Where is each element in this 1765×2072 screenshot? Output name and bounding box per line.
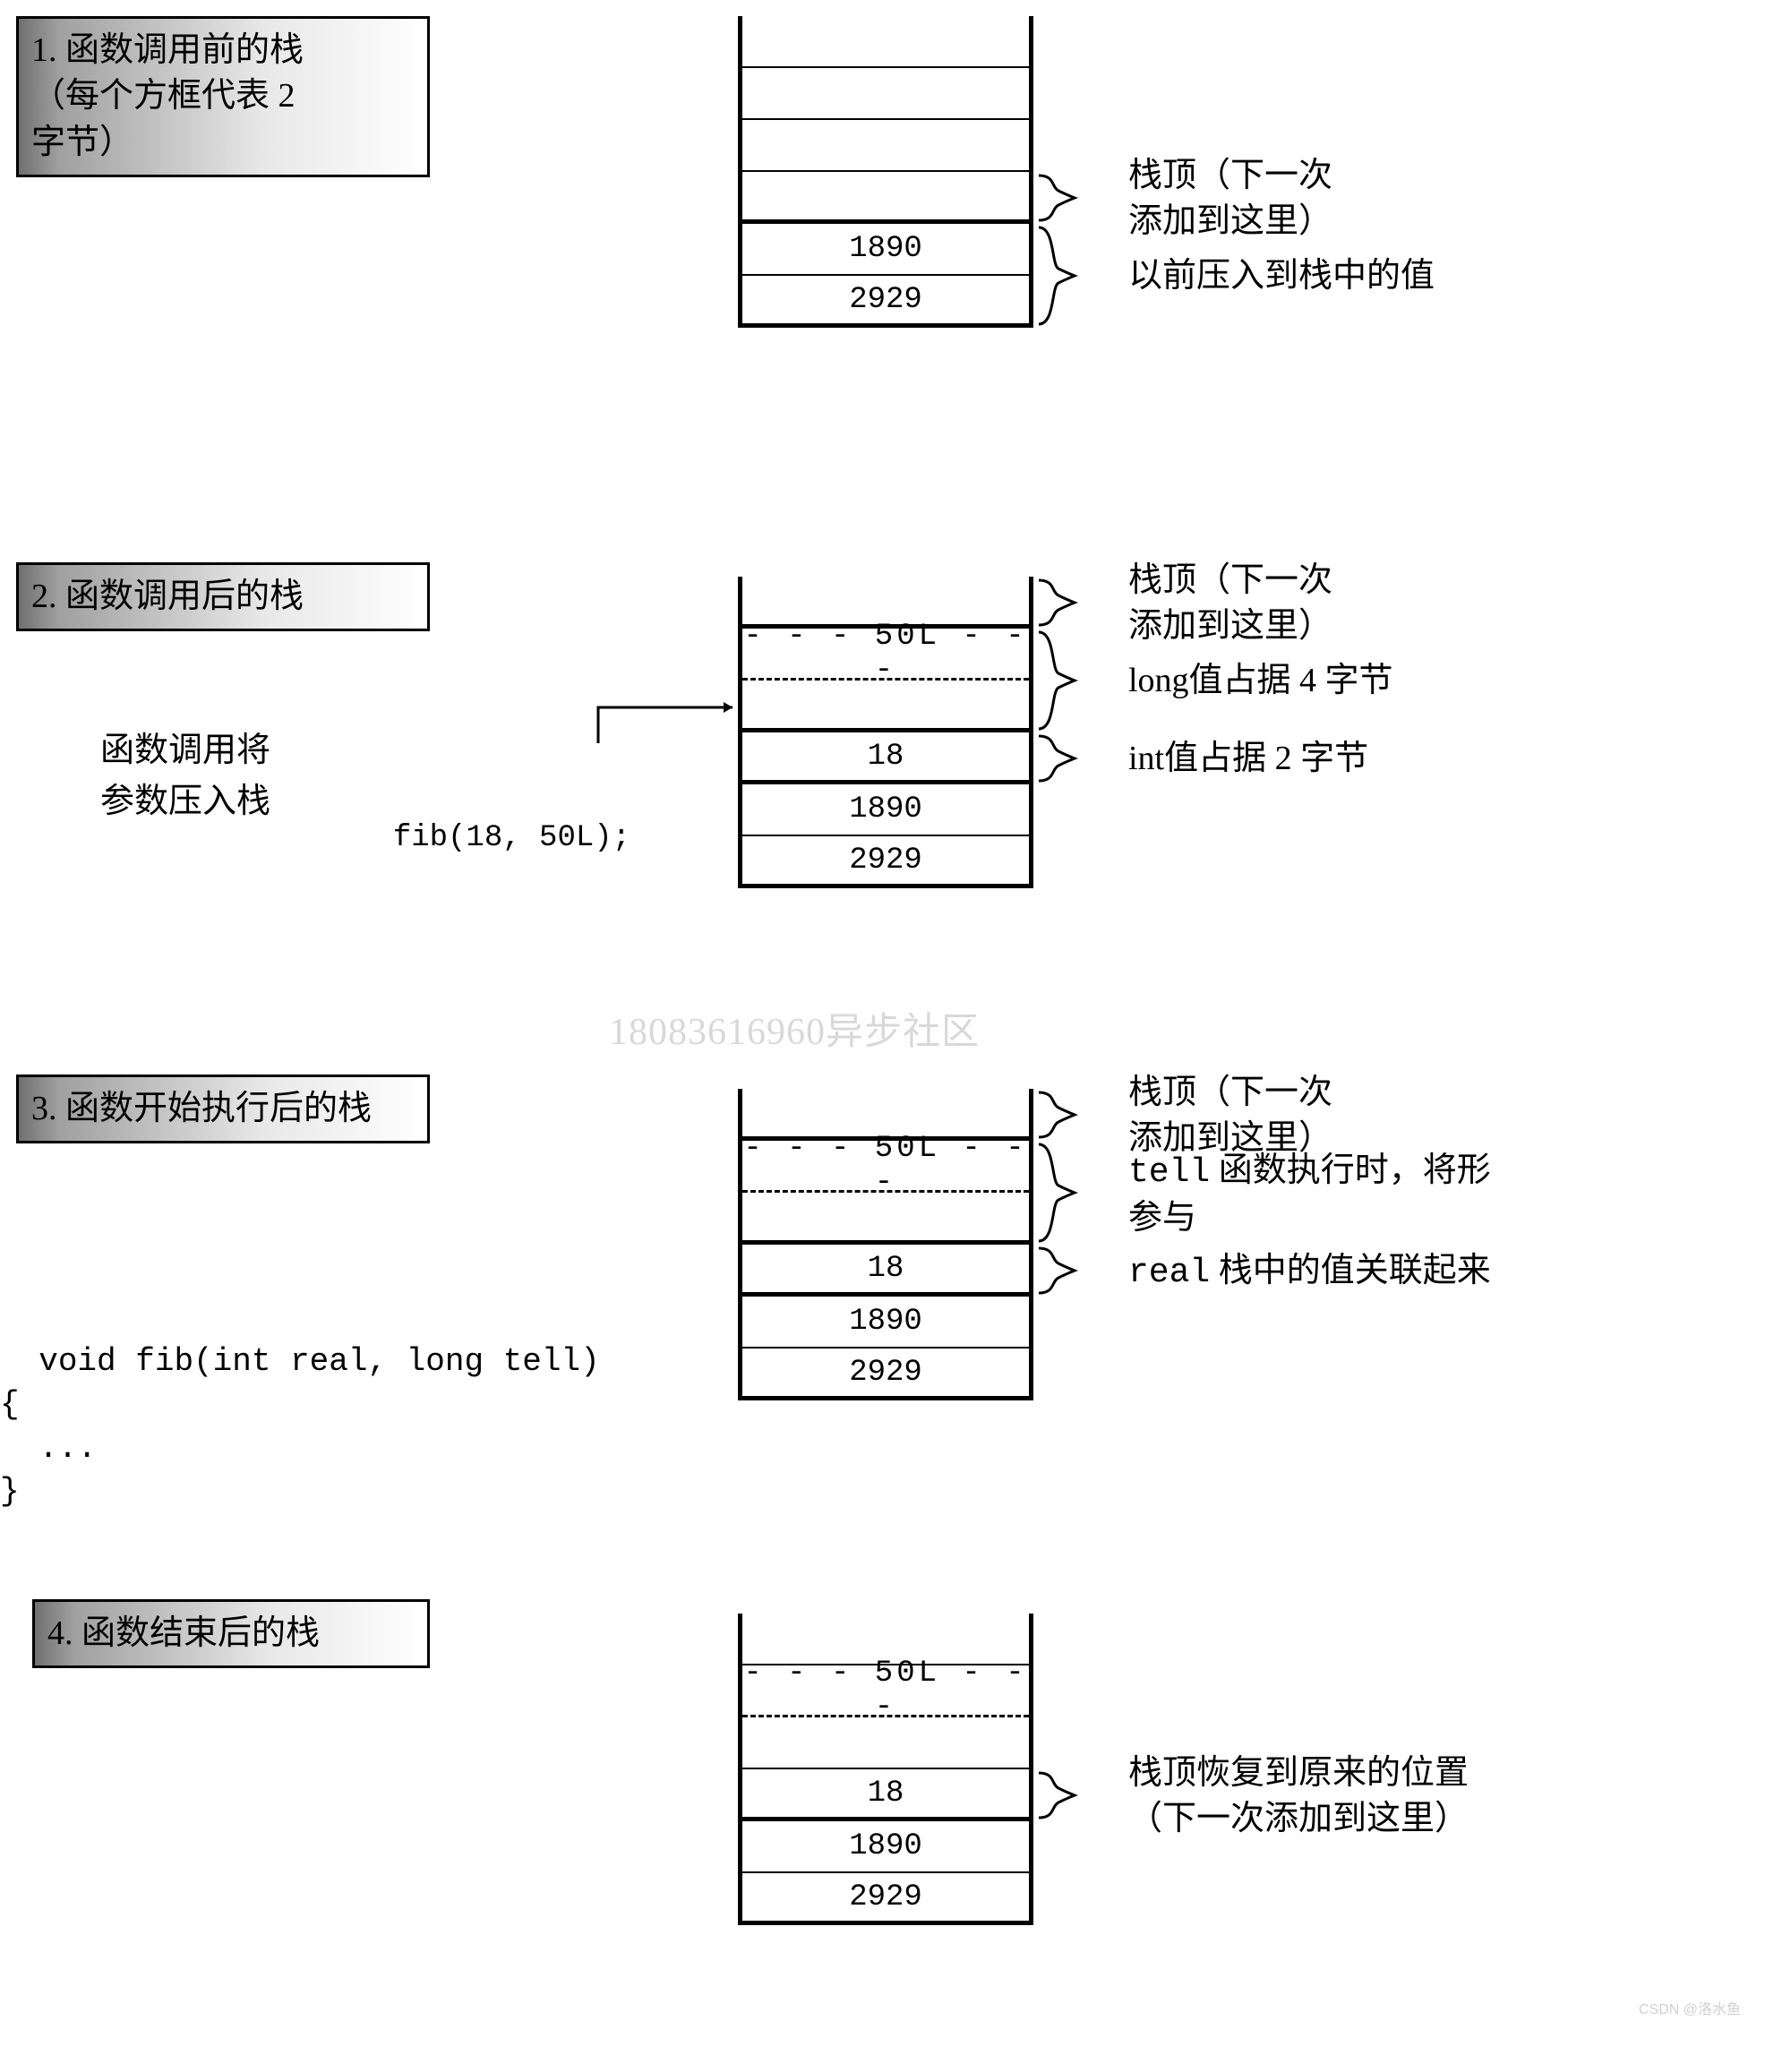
brace-icon [1039,629,1080,732]
brace-icon [1039,732,1080,784]
section-2-title: 2. 函数调用后的栈 [16,562,430,631]
stack-4: - - - 50L - - - 1818902929 [738,1614,1033,1925]
stack-3: - - - 50L - - - 1818902929 [738,1089,1033,1400]
title-text: 4. 函数结束后的栈 [47,1614,320,1652]
section-3-title: 3. 函数开始执行后的栈 [16,1075,430,1143]
title-text: 2. 函数调用后的栈 [31,578,304,615]
push-args-note: 函数调用将参数压入栈 [100,725,270,827]
watermark: 18083616960异步社区 [609,1001,980,1056]
brace-icon [1039,1141,1080,1245]
stack-cell [742,1193,1029,1245]
stack-cell: 1890 [742,1821,1029,1873]
brace-icon [1039,1089,1080,1141]
stack-cell: 1890 [742,784,1029,836]
brace-icon [1039,172,1080,224]
annotation-text: long值占据 4 字节 [1128,658,1393,704]
fib-call-code: fib(18, 50L); [356,777,630,860]
stack-cell: - - - 50L - - - [742,1665,1029,1717]
footer-watermark: CSDN @洛水鱼 [1639,1997,1741,2018]
stack-cell: 1890 [742,224,1029,276]
brace-icon [1039,1245,1080,1297]
stack-cell [742,120,1029,172]
annotation-text: 栈顶恢复到原来的位置（下一次添加到这里） [1128,1751,1469,1843]
fib-definition-code: void fib(int real, long tell){ ...} [0,1297,600,1514]
stack-cell: 18 [742,1245,1029,1297]
stack-1: 18902929 [738,16,1033,328]
stack-cell: - - - 50L - - - [742,1141,1029,1193]
stack-cell [742,16,1029,68]
title-text: 3. 函数开始执行后的栈 [31,1090,372,1127]
arrow-to-stack [591,698,743,752]
annotation-text: 栈顶（下一次添加到这里） [1128,153,1332,245]
stack-cell: 2929 [742,276,1029,328]
stack-cell: 18 [742,732,1029,784]
stack-cell: - - - 50L - - - [742,629,1029,681]
title-text: 1. 函数调用前的栈（每个方框代表 2字节） [31,31,304,161]
stack-cell: 2929 [742,1873,1029,1925]
stack-cell [742,68,1029,120]
stack-cell [742,681,1029,732]
annotation-text: tell 函数执行时，将形参与 [1128,1148,1491,1242]
annotation-text: real 栈中的值关联起来 [1128,1248,1491,1296]
stack-cell: 2929 [742,1349,1029,1400]
section-1-title: 1. 函数调用前的栈（每个方框代表 2字节） [16,16,430,177]
annotation-text: 以前压入到栈中的值 [1128,253,1435,299]
stack-cell: 1890 [742,1297,1029,1349]
stack-cell [742,1717,1029,1769]
annotation-text: 栈顶（下一次添加到这里） [1128,558,1332,650]
brace-icon [1039,1769,1080,1821]
stack-cell [742,172,1029,224]
stack-cell: 2929 [742,836,1029,888]
stack-cell: 18 [742,1769,1029,1821]
section-4-title: 4. 函数结束后的栈 [32,1599,430,1668]
brace-icon [1039,577,1080,629]
stack-2: - - - 50L - - - 1818902929 [738,577,1033,888]
annotation-text: int值占据 2 字节 [1128,736,1368,782]
brace-icon [1039,224,1080,328]
